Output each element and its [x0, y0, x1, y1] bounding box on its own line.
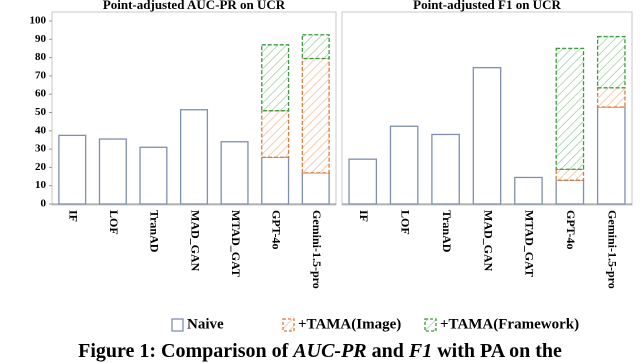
x-tick-label: LOF [107, 210, 121, 235]
legend-swatch [282, 318, 295, 332]
bar [58, 134, 87, 205]
x-tick-label: Gemini-1.5-pro [310, 210, 324, 289]
x-tick-label: GPT-4o [269, 210, 283, 250]
y-tick-label: 80 [35, 51, 47, 63]
y-tick-label: 60 [35, 88, 47, 100]
x-tick-label: MAD_GAN [481, 210, 495, 272]
legend-label: +TAMA(Framework) [440, 316, 579, 332]
panel-frame [51, 11, 337, 206]
bar [389, 125, 419, 205]
bar [179, 109, 209, 205]
caption-part: with PA on the [432, 340, 562, 362]
x-tick-label: IF [357, 210, 371, 222]
y-tick-label: 10 [35, 179, 47, 191]
bar [261, 156, 290, 205]
y-tick-label: 90 [35, 33, 47, 45]
y-tick-label: 30 [35, 143, 47, 155]
caption-part: F1 [408, 340, 432, 362]
caption-part: and [367, 340, 409, 362]
bar [98, 138, 127, 205]
bar [348, 158, 378, 205]
bar [555, 47, 585, 170]
bar [431, 133, 460, 205]
x-tick-label: LOF [398, 210, 412, 235]
caption-part: AUC-PR [291, 340, 366, 362]
legend-swatch [424, 318, 437, 332]
bar [301, 172, 330, 205]
x-tick-label: MTAD_GAT [523, 210, 537, 277]
x-tick-label: TranAD [440, 210, 454, 253]
x-tick-label: Gemini-1.5-pro [606, 210, 620, 289]
y-tick-label: 20 [35, 161, 47, 173]
y-tick-label: 50 [35, 106, 47, 118]
bar [261, 44, 290, 112]
bar [555, 179, 585, 205]
x-tick-label: MTAD_GAT [229, 210, 243, 277]
panel-frame [341, 11, 633, 206]
bar [472, 67, 502, 205]
x-tick-label: GPT-4o [564, 210, 578, 250]
y-tick-label: 70 [35, 69, 47, 81]
y-tick-label: 40 [35, 124, 47, 136]
y-tick-label: 0 [41, 198, 47, 210]
bar [596, 35, 626, 89]
y-tick-label: 100 [30, 15, 47, 27]
bar [596, 106, 626, 205]
bar [555, 168, 585, 181]
bar [220, 141, 249, 205]
x-tick-label: TranAD [148, 210, 162, 253]
bar [261, 110, 290, 158]
legend-label: Naive [187, 316, 224, 332]
bar [596, 87, 626, 108]
x-tick-label: IF [67, 210, 81, 222]
x-tick-label: MAD_GAN [188, 210, 202, 272]
caption-part: Figure 1: Comparison of [78, 340, 293, 362]
legend-swatch [171, 318, 184, 332]
bar [514, 176, 543, 205]
caption: Figure 1: Comparison of AUC-PR and F1 wi… [78, 340, 562, 362]
bar [301, 57, 330, 174]
chart-title: Point-adjusted AUC-PR on UCR [103, 0, 286, 12]
legend-label: +TAMA(Image) [298, 316, 401, 332]
chart-title: Point-adjusted F1 on UCR [413, 0, 561, 12]
bar [301, 34, 330, 60]
bar [139, 146, 168, 205]
